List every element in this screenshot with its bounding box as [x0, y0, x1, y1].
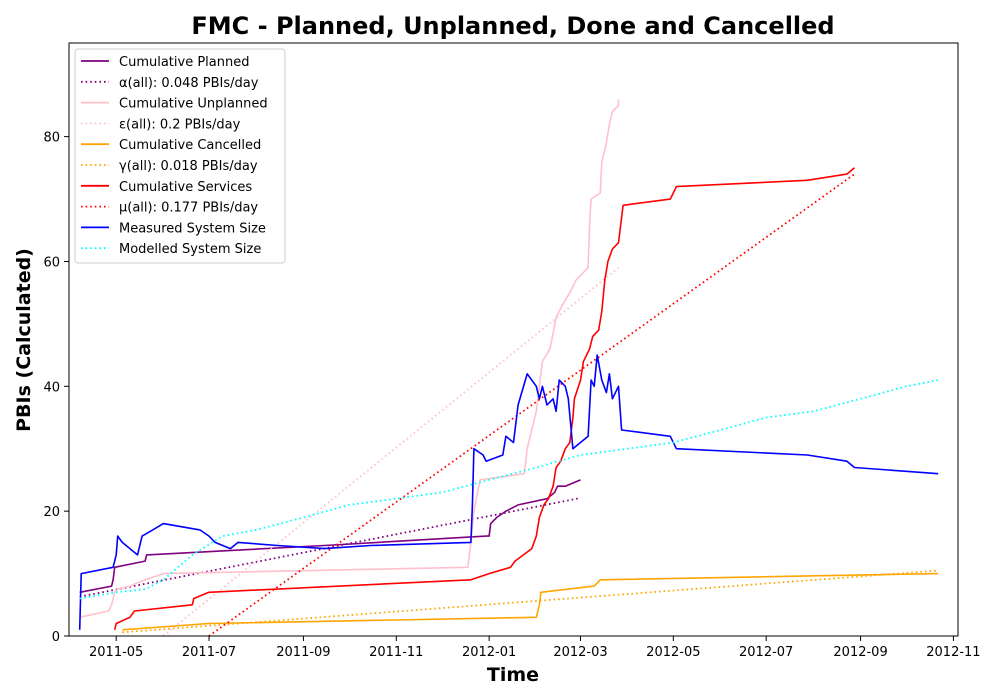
x-tick-label: 2011-05: [89, 645, 143, 660]
x-tick-label: 2012-09: [833, 645, 887, 660]
y-tick-label: 20: [43, 505, 60, 520]
series-line-7: [208, 173, 856, 637]
y-axis-label: PBIs (Calculated): [13, 248, 35, 432]
x-tick-label: 2011-07: [182, 645, 236, 660]
series-line-3: [162, 267, 620, 637]
legend-label-5: γ(all): 0.018 PBIs/day: [119, 159, 258, 174]
x-axis-label: Time: [487, 664, 539, 686]
y-tick-label: 0: [52, 630, 60, 645]
legend-frame: [74, 48, 286, 264]
x-axis: 2011-05 2011-07 2011-09 2011-11 2012-01 2012-…: [89, 636, 981, 660]
legend-label-3: ε(all): 0.2 PBIs/day: [119, 117, 241, 132]
x-tick-label: 2012-11: [926, 645, 980, 660]
series-line-9: [79, 379, 939, 600]
plot-frame: [68, 42, 959, 637]
legend: Cumulative Planned α(all): 0.048 PBIs/day…: [74, 48, 286, 264]
series-line-5: [122, 569, 939, 634]
legend-label-6: Cumulative Services: [119, 180, 252, 195]
x-tick-label: 2011-09: [276, 645, 330, 660]
series-line-2: [79, 99, 620, 619]
series-layer: [78, 99, 939, 637]
series-line-6: [113, 167, 856, 630]
legend-label-2: Cumulative Unplanned: [119, 97, 268, 112]
legend-label-0: Cumulative Planned: [119, 55, 249, 70]
series-line-4: [122, 572, 939, 631]
legend-label-7: μ(all): 0.177 PBIs/day: [119, 201, 258, 216]
legend-label-9: Modelled System Size: [119, 242, 261, 257]
plot-area: 2011-05 2011-07 2011-09 2011-11 2012-01 2012-…: [43, 42, 981, 660]
x-tick-label: 2012-05: [646, 645, 700, 660]
y-tick-label: 80: [43, 131, 60, 146]
series-line-0: [79, 479, 581, 594]
y-tick-label: 40: [43, 380, 60, 395]
x-tick-label: 2011-11: [369, 645, 423, 660]
x-tick-label: 2012-07: [739, 645, 793, 660]
chart-title: FMC - Planned, Unplanned, Done and Cance…: [191, 12, 834, 40]
y-tick-label: 60: [43, 255, 60, 270]
x-tick-label: 2012-03: [553, 645, 607, 660]
series-line-8: [78, 354, 939, 630]
x-tick-label: 2012-01: [462, 645, 516, 660]
legend-label-1: α(all): 0.048 PBIs/day: [119, 76, 259, 91]
legend-label-4: Cumulative Cancelled: [119, 138, 261, 153]
y-axis: 0 20 40 60 80: [43, 131, 69, 645]
legend-label-8: Measured System Size: [119, 221, 266, 236]
